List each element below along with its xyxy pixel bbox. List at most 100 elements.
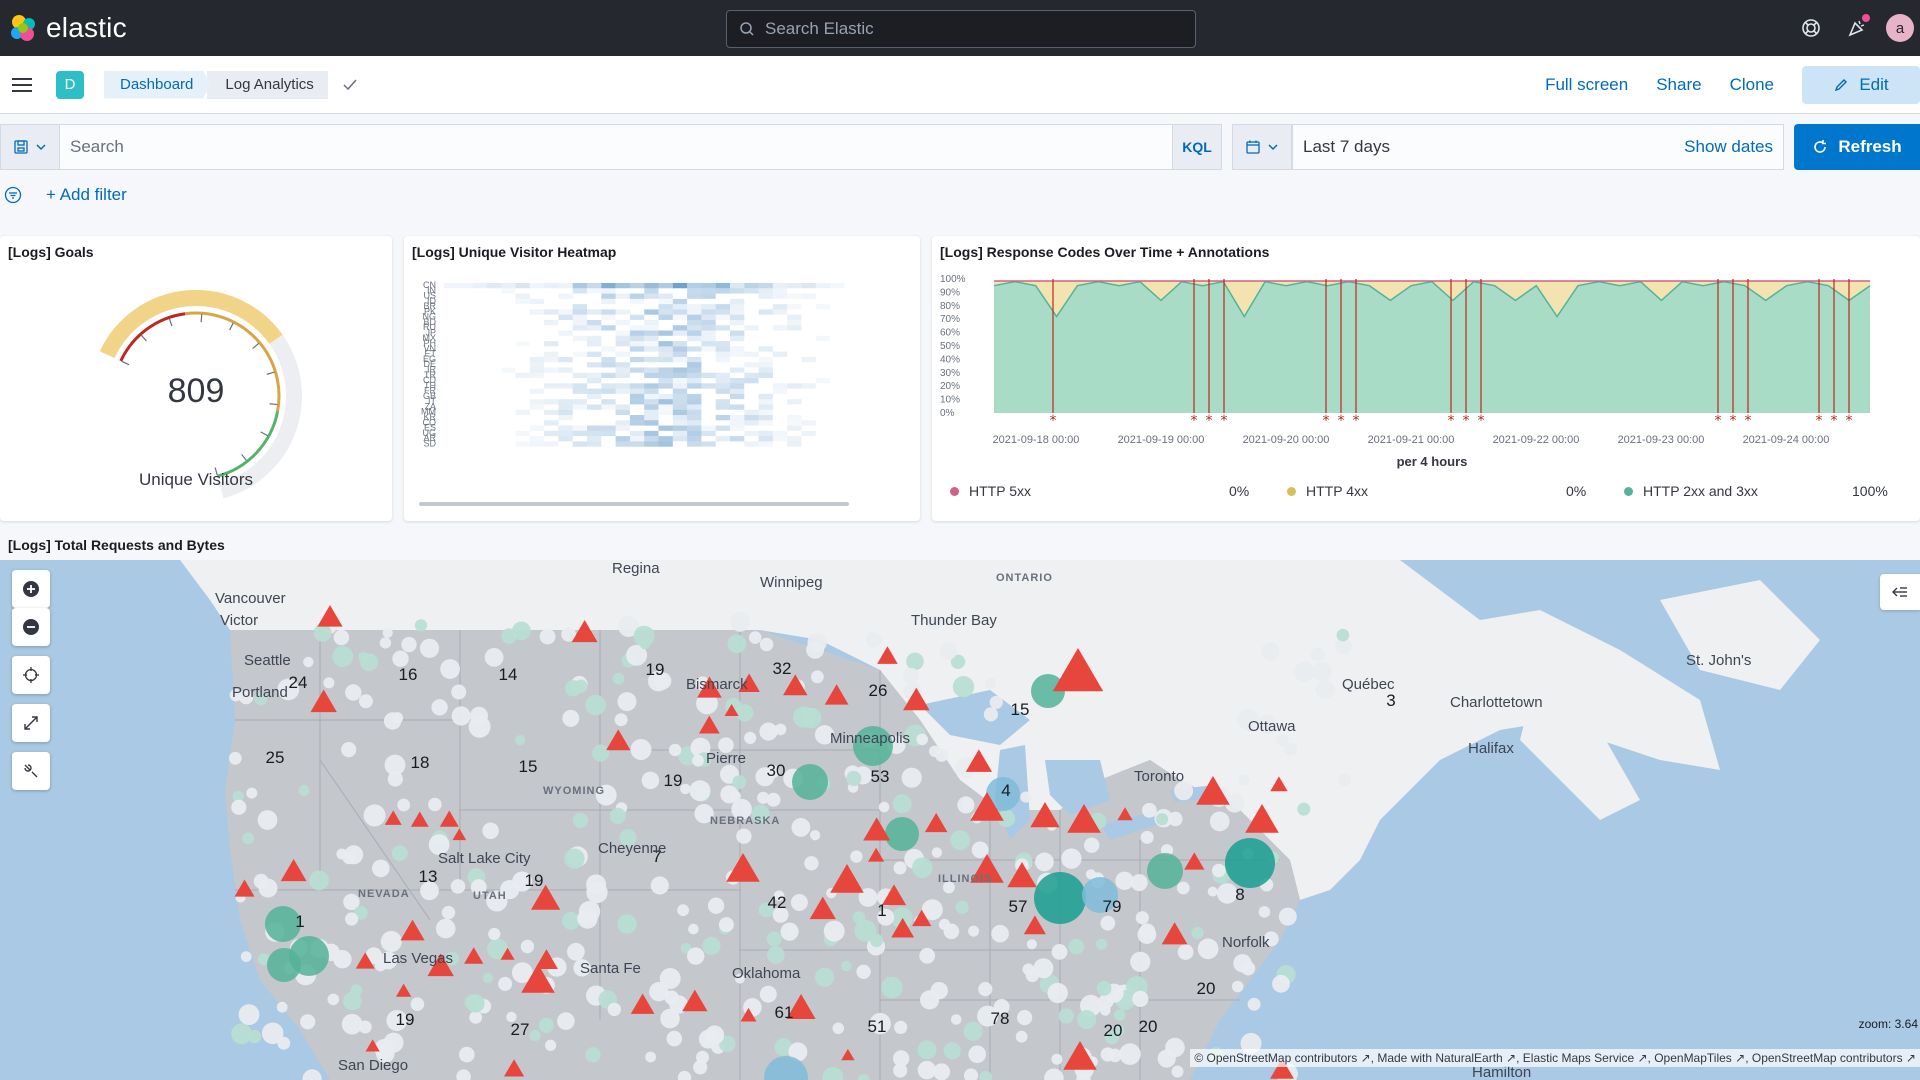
map-point[interactable] bbox=[698, 1029, 718, 1049]
heatmap-cell[interactable] bbox=[672, 341, 688, 347]
map-panel[interactable]: 24 16 14 19 32 26 15 3 25 18 15 30 53 4 19 7 13 19 42 1 57 79… bbox=[0, 560, 1920, 1080]
heatmap-cell[interactable] bbox=[772, 283, 788, 289]
heatmap-cell[interactable] bbox=[787, 436, 802, 442]
heatmap-cell[interactable] bbox=[772, 304, 788, 310]
map-point[interactable] bbox=[822, 1067, 844, 1080]
heatmap-cell[interactable] bbox=[701, 309, 716, 315]
map-point[interactable] bbox=[1207, 886, 1218, 897]
map-point[interactable] bbox=[857, 1074, 870, 1080]
heatmap-cell[interactable] bbox=[644, 356, 659, 363]
map-point[interactable] bbox=[736, 828, 752, 844]
map-point[interactable] bbox=[1068, 938, 1084, 955]
map-point[interactable] bbox=[1310, 647, 1325, 662]
heatmap-cell[interactable] bbox=[758, 393, 773, 400]
map-point[interactable] bbox=[811, 670, 824, 684]
map-point[interactable] bbox=[520, 939, 535, 954]
map-triangle-marker[interactable] bbox=[503, 1059, 525, 1077]
map-point[interactable] bbox=[572, 812, 589, 829]
heatmap-cell[interactable] bbox=[629, 420, 645, 426]
map-point[interactable] bbox=[693, 1060, 708, 1075]
map-point[interactable] bbox=[809, 830, 821, 841]
heatmap-cell[interactable] bbox=[458, 283, 473, 289]
heatmap-cell[interactable] bbox=[687, 293, 702, 299]
map-point[interactable] bbox=[729, 790, 741, 802]
map-triangle-marker[interactable] bbox=[534, 949, 558, 969]
map-point[interactable] bbox=[1119, 1043, 1141, 1065]
map-point[interactable] bbox=[780, 922, 799, 941]
heatmap-cell[interactable] bbox=[730, 304, 745, 310]
menu-icon[interactable] bbox=[12, 74, 32, 96]
map-point[interactable] bbox=[538, 1017, 554, 1033]
heatmap-cell[interactable] bbox=[572, 314, 587, 320]
map-point[interactable] bbox=[718, 737, 734, 753]
map-point[interactable] bbox=[343, 991, 362, 1011]
map-point[interactable] bbox=[380, 930, 402, 953]
map-point[interactable] bbox=[238, 1004, 260, 1025]
heatmap-cell[interactable] bbox=[701, 430, 716, 437]
map-point[interactable] bbox=[1212, 863, 1226, 878]
heatmap-cell[interactable] bbox=[587, 388, 602, 394]
map-triangle-marker[interactable] bbox=[234, 879, 255, 897]
heatmap-cell[interactable] bbox=[687, 367, 702, 373]
heatmap-cell[interactable] bbox=[658, 298, 673, 305]
map-cluster[interactable] bbox=[1147, 853, 1183, 889]
heatmap-cell[interactable] bbox=[629, 430, 645, 437]
map-point[interactable] bbox=[1142, 802, 1157, 818]
heatmap-cell[interactable] bbox=[615, 441, 630, 447]
heatmap-cell[interactable] bbox=[687, 288, 702, 294]
heatmap-cell[interactable] bbox=[701, 372, 716, 379]
check-icon[interactable] bbox=[338, 73, 362, 97]
map-point[interactable] bbox=[688, 923, 699, 935]
map-point[interactable] bbox=[903, 667, 919, 684]
set-view-button[interactable] bbox=[12, 656, 50, 694]
map-point[interactable] bbox=[585, 694, 606, 716]
map-point[interactable] bbox=[1217, 883, 1238, 904]
heatmap-cell[interactable] bbox=[744, 415, 759, 421]
heatmap-cell[interactable] bbox=[558, 404, 573, 410]
heatmap-cell[interactable] bbox=[587, 436, 602, 442]
heatmap-cell[interactable] bbox=[558, 314, 573, 320]
heatmap-cell[interactable] bbox=[672, 325, 688, 331]
map-point[interactable] bbox=[1033, 958, 1054, 979]
news-button[interactable] bbox=[1834, 0, 1880, 56]
map-point[interactable] bbox=[341, 742, 357, 758]
heatmap-cell[interactable] bbox=[758, 293, 773, 299]
heatmap-cell[interactable] bbox=[730, 319, 745, 326]
map-point[interactable] bbox=[1015, 1030, 1028, 1043]
heatmap-cell[interactable] bbox=[687, 409, 702, 415]
map-point[interactable] bbox=[397, 798, 411, 812]
heatmap-cell[interactable] bbox=[529, 404, 545, 410]
heatmap-cell[interactable] bbox=[744, 288, 759, 294]
heatmap-cell[interactable] bbox=[658, 383, 673, 389]
heatmap-cell[interactable] bbox=[658, 409, 673, 415]
heatmap-cell[interactable] bbox=[744, 351, 759, 357]
map-point[interactable] bbox=[619, 829, 637, 847]
refresh-button[interactable]: Refresh bbox=[1794, 124, 1920, 170]
heatmap-cell[interactable] bbox=[715, 314, 730, 320]
map-point[interactable] bbox=[916, 733, 928, 746]
heatmap-cell[interactable] bbox=[672, 425, 688, 431]
map-triangle-marker[interactable] bbox=[1030, 802, 1060, 828]
map-point[interactable] bbox=[1076, 1071, 1091, 1080]
heatmap-cell[interactable] bbox=[544, 409, 559, 415]
map-point[interactable] bbox=[773, 890, 785, 902]
map-point[interactable] bbox=[470, 879, 487, 896]
map-point[interactable] bbox=[687, 947, 705, 965]
heatmap-cell[interactable] bbox=[629, 399, 645, 405]
map-triangle-marker[interactable] bbox=[1245, 804, 1279, 833]
map-triangle-marker[interactable] bbox=[965, 749, 993, 772]
heatmap-cell[interactable] bbox=[544, 309, 559, 315]
map-triangle-marker[interactable] bbox=[439, 810, 459, 827]
map-triangle-marker[interactable] bbox=[1161, 922, 1188, 945]
heatmap-cell[interactable] bbox=[672, 393, 688, 400]
map-point[interactable] bbox=[668, 743, 682, 757]
heatmap-cell[interactable] bbox=[772, 383, 788, 389]
heatmap-cell[interactable] bbox=[715, 415, 730, 421]
annotation-marker[interactable]: * bbox=[1745, 413, 1752, 429]
heatmap-cell[interactable] bbox=[758, 415, 773, 421]
map-point[interactable] bbox=[641, 771, 660, 790]
heatmap-cell[interactable] bbox=[587, 319, 602, 326]
map-triangle-marker[interactable] bbox=[317, 605, 343, 627]
heatmap-cell[interactable] bbox=[529, 309, 545, 315]
